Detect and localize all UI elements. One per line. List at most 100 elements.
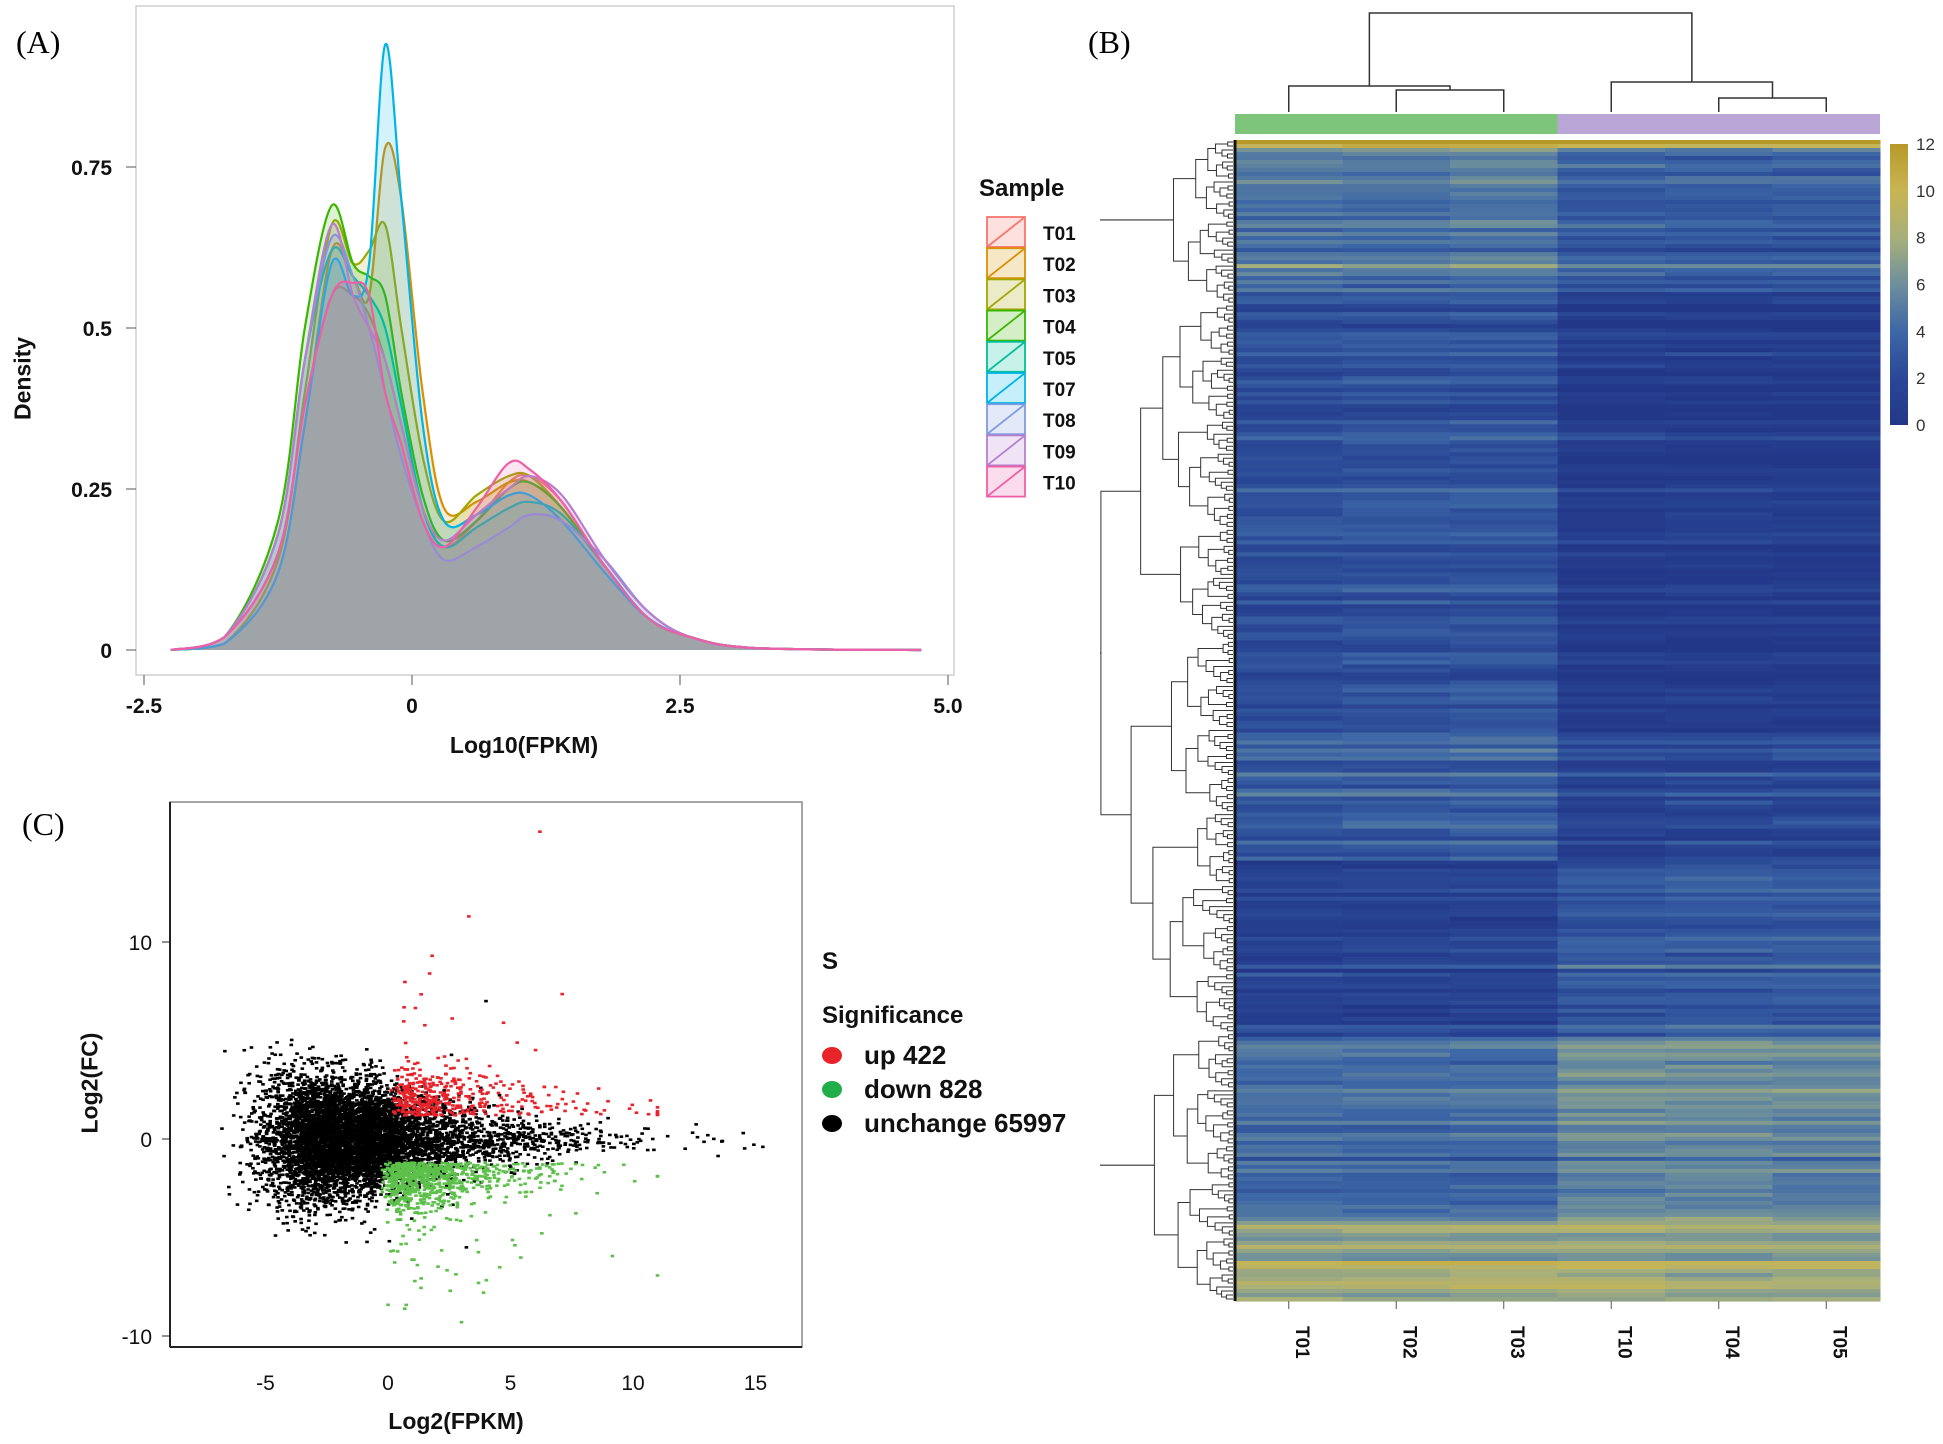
unchange-point bbox=[285, 1133, 289, 1137]
unchange-point bbox=[408, 1106, 413, 1110]
unchange-point bbox=[498, 1154, 502, 1158]
heatmap-cell bbox=[1772, 1072, 1881, 1078]
heatmap-cell bbox=[1342, 472, 1451, 477]
heatmap-cell bbox=[1235, 1104, 1343, 1110]
heatmap-cell bbox=[1342, 264, 1451, 269]
heatmap-cell bbox=[1450, 568, 1558, 573]
unchange-point bbox=[518, 1142, 523, 1146]
heatmap-cell bbox=[1450, 896, 1558, 902]
heatmap-cell bbox=[1342, 1096, 1451, 1102]
unchange-point bbox=[311, 1045, 315, 1049]
heatmap-cell bbox=[1342, 588, 1451, 593]
heatmap-cell bbox=[1772, 824, 1881, 830]
heatmap-cell bbox=[1450, 1096, 1558, 1102]
heatmap-cell bbox=[1772, 524, 1881, 529]
row-dendrogram-branch bbox=[1225, 361, 1233, 367]
heatmap-cell bbox=[1235, 644, 1343, 650]
heatmap-cell bbox=[1235, 764, 1343, 770]
heatmap-cell bbox=[1772, 360, 1881, 365]
row-dendrogram-branch bbox=[1208, 395, 1228, 411]
heatmap-cell bbox=[1557, 904, 1666, 910]
heatmap-cell bbox=[1235, 712, 1343, 718]
heatmap-cell bbox=[1450, 844, 1558, 850]
heatmap-cell bbox=[1342, 840, 1451, 846]
heatmap-cell bbox=[1772, 152, 1881, 157]
unchange-point bbox=[277, 1201, 282, 1205]
heatmap-cell bbox=[1450, 252, 1558, 257]
unchange-point bbox=[417, 1142, 422, 1145]
heatmap-cell bbox=[1557, 1204, 1666, 1210]
heatmap-cell bbox=[1772, 1096, 1881, 1102]
row-dendrogram-branch bbox=[1221, 886, 1233, 894]
heatmap-cell bbox=[1450, 1144, 1558, 1150]
heatmap-cell bbox=[1772, 568, 1881, 573]
heatmap-cell bbox=[1450, 244, 1558, 249]
unchange-point bbox=[314, 1192, 318, 1195]
heatmap-cell bbox=[1342, 996, 1451, 1002]
unchange-point bbox=[303, 1156, 308, 1159]
heatmap-cell bbox=[1665, 384, 1773, 389]
heatmap-cell bbox=[1235, 944, 1343, 950]
ma-plot: 100-10-5 0 5 10 15 bbox=[122, 801, 803, 1395]
heatmap-cell bbox=[1665, 780, 1773, 786]
unchange-point bbox=[293, 1058, 297, 1062]
unchange-point bbox=[309, 1098, 314, 1101]
heatmap-cell bbox=[1342, 208, 1451, 213]
unchange-point bbox=[331, 1069, 335, 1072]
legend-label-T10: T10 bbox=[1043, 474, 1076, 495]
row-dendrogram-branch bbox=[1226, 221, 1233, 227]
heatmap-cell bbox=[1665, 376, 1773, 381]
heatmap-cell bbox=[1235, 884, 1343, 890]
unchange-point bbox=[370, 1196, 374, 1199]
heatmap-cell bbox=[1772, 348, 1881, 353]
heatmap-cell bbox=[1772, 228, 1881, 233]
row-dendrogram-branch bbox=[1207, 223, 1227, 238]
unchange-point bbox=[462, 1135, 467, 1139]
heatmap-cell bbox=[1235, 568, 1343, 573]
heatmap-cell bbox=[1665, 1208, 1773, 1214]
heatmap-cell bbox=[1450, 988, 1558, 994]
unchange-point bbox=[291, 1120, 295, 1124]
heatmap-cell bbox=[1342, 956, 1451, 962]
heatmap-cell bbox=[1665, 172, 1773, 177]
heatmap-cell bbox=[1342, 540, 1451, 545]
heatmap-cell bbox=[1557, 1116, 1666, 1122]
heatmap-cell bbox=[1235, 348, 1343, 353]
heatmap-cell bbox=[1342, 232, 1451, 237]
heatmap-cell bbox=[1772, 1092, 1881, 1098]
unchange-point bbox=[316, 1086, 320, 1090]
heatmap-cell bbox=[1342, 1256, 1451, 1262]
heatmap-cell bbox=[1772, 1176, 1881, 1182]
unchange-point bbox=[328, 1202, 333, 1205]
heatmap-cell bbox=[1665, 872, 1773, 878]
unchange-point bbox=[534, 1139, 539, 1143]
heatmap-cell bbox=[1665, 1096, 1773, 1102]
heatmap-cell bbox=[1772, 140, 1881, 145]
heatmap-cell bbox=[1235, 388, 1343, 393]
heatmap-cell bbox=[1450, 1120, 1558, 1126]
row-dendrogram-branch bbox=[1226, 1102, 1233, 1108]
unchange-point bbox=[369, 1189, 374, 1193]
heatmap-cell bbox=[1557, 1096, 1666, 1102]
heatmap-cell bbox=[1665, 588, 1773, 593]
heatmap-cell bbox=[1665, 880, 1773, 886]
heatmap-cell bbox=[1235, 856, 1343, 862]
unchange-point bbox=[433, 1115, 438, 1119]
heatmap-cell bbox=[1342, 828, 1451, 834]
heatmap-cell bbox=[1235, 276, 1343, 281]
heatmap-cell bbox=[1342, 1252, 1451, 1258]
heatmap-cell bbox=[1665, 836, 1773, 842]
unchange-point bbox=[352, 1082, 357, 1086]
heatmap-cell bbox=[1557, 456, 1666, 461]
heatmap-cell bbox=[1665, 1032, 1773, 1038]
heatmap-cell bbox=[1665, 1048, 1773, 1054]
heatmap-cell bbox=[1557, 1160, 1666, 1166]
unchange-point bbox=[255, 1137, 260, 1140]
heatmap-cell bbox=[1235, 516, 1343, 521]
heatmap-cell bbox=[1772, 1060, 1881, 1066]
row-dendrogram-branch bbox=[1227, 393, 1233, 399]
heatmap-cell bbox=[1557, 156, 1666, 161]
heatmap-cell bbox=[1235, 480, 1343, 485]
heatmap-cell bbox=[1772, 816, 1881, 822]
heatmap-cell bbox=[1665, 1296, 1773, 1302]
